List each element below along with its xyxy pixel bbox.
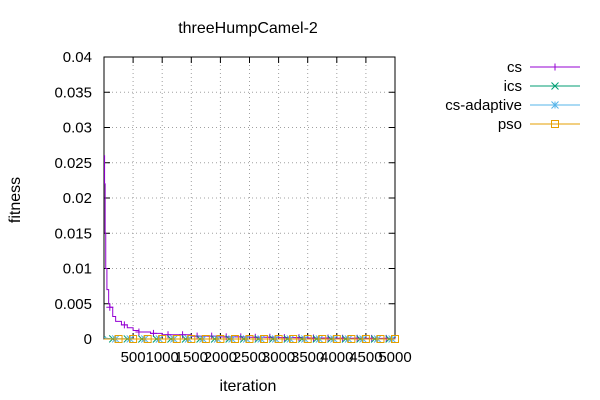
x-tick-label: 2500	[233, 349, 266, 366]
legend-marker	[551, 82, 559, 90]
series-point-pso	[201, 335, 210, 343]
plot-series	[104, 155, 399, 343]
series-point-pso	[303, 335, 312, 343]
x-tick-label: 1000	[146, 349, 179, 366]
series-point-pso	[216, 335, 225, 343]
legend-label: cs-adaptive	[445, 97, 522, 114]
x-tick-label: 500	[121, 349, 146, 366]
series-point-pso	[187, 335, 196, 343]
chart-title: threeHumpCamel-2	[178, 20, 318, 37]
series-point-pso	[129, 335, 138, 343]
x-tick-label: 3000	[262, 349, 295, 366]
series-point-pso	[158, 335, 167, 343]
legend-marker	[551, 63, 559, 71]
plot-frame	[103, 56, 396, 340]
legend-entry-ics: ics	[504, 78, 580, 95]
series-point-pso	[230, 335, 239, 343]
series-point-pso	[260, 335, 269, 343]
legend-marker	[551, 101, 559, 109]
series-point-pso	[376, 335, 385, 343]
series-point-cs	[135, 328, 143, 336]
grid	[104, 57, 395, 339]
series-point-cs	[106, 303, 114, 311]
series-pso	[104, 335, 399, 343]
legend-entry-pso: pso	[498, 116, 580, 133]
x-tick-label: 5000	[378, 349, 411, 366]
x-tick-label: 3500	[291, 349, 324, 366]
series-point-pso	[143, 335, 152, 343]
legend-label: ics	[504, 78, 522, 95]
series-line-cs	[104, 155, 396, 339]
x-tick-label: 4000	[320, 349, 353, 366]
series-point-pso	[245, 335, 254, 343]
y-tick-label: 0.015	[54, 225, 92, 242]
y-tick-label: 0.03	[63, 120, 92, 137]
legend-entry-cs: cs	[507, 59, 580, 76]
series-cs	[104, 155, 396, 342]
series-point-pso	[318, 335, 327, 343]
y-tick-label: 0.01	[63, 261, 92, 278]
series-point-pso	[361, 335, 370, 343]
x-tick-label: 2000	[204, 349, 237, 366]
series-point-pso	[114, 335, 123, 343]
series-point-cs	[120, 321, 128, 329]
legend: cs ics cs-adaptive pso	[445, 59, 580, 133]
series-point-pso	[289, 335, 298, 343]
y-tick-label: 0	[84, 331, 92, 348]
legend-entry-cs-adaptive: cs-adaptive	[445, 97, 580, 114]
x-tick-label: 1500	[175, 349, 208, 366]
y-tick-label: 0.02	[63, 190, 92, 207]
series-point-cs	[179, 331, 187, 339]
y-tick-label: 0.035	[54, 84, 92, 101]
legend-label: cs	[507, 59, 522, 76]
y-tick-label: 0.04	[63, 49, 92, 66]
y-tick-label: 0.005	[54, 296, 92, 313]
series-point-pso	[347, 335, 356, 343]
series-point-pso	[172, 335, 181, 343]
series-point-pso	[274, 335, 283, 343]
x-axis-label: iteration	[220, 378, 277, 395]
x-tick-label: 4500	[349, 349, 382, 366]
y-axis-label: fitness	[7, 177, 24, 223]
legend-marker	[551, 120, 559, 128]
y-tick-label: 0.025	[54, 155, 92, 172]
series-point-cs	[164, 331, 172, 339]
legend-label: pso	[498, 116, 522, 133]
series-point-pso	[391, 335, 399, 343]
series-point-pso	[332, 335, 341, 343]
